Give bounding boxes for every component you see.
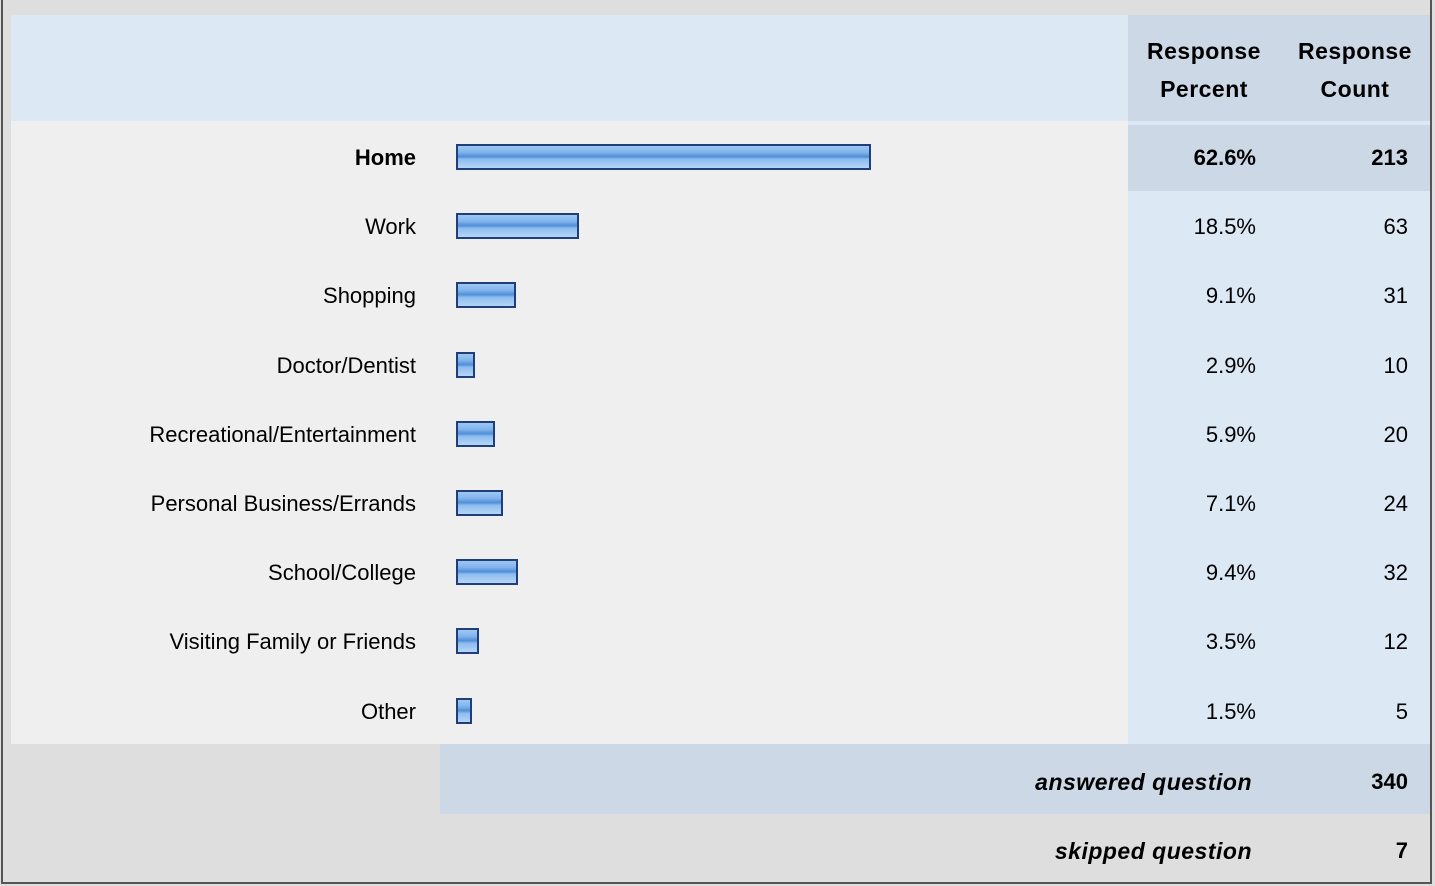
response-percent-value: 3.5% xyxy=(1205,629,1256,655)
bar xyxy=(456,490,504,516)
response-percent-value: 18.5% xyxy=(1193,214,1256,240)
response-count-value: 5 xyxy=(1395,698,1408,724)
response-count-value: 20 xyxy=(1383,421,1408,447)
response-percent-value: 2.9% xyxy=(1205,352,1256,378)
answered-question-label: answered question xyxy=(1035,769,1252,795)
response-count-value: 12 xyxy=(1383,629,1408,655)
highlighted-row-values-band xyxy=(1128,125,1430,191)
bar xyxy=(456,697,472,724)
bar xyxy=(456,559,519,586)
bar xyxy=(456,213,579,240)
response-percent-value: 9.1% xyxy=(1205,283,1256,309)
response-percent-value: 5.9% xyxy=(1205,421,1256,447)
category-label: School/College xyxy=(268,560,416,586)
response-percent-header-line1: Response xyxy=(1147,38,1261,64)
category-label: Recreational/Entertainment xyxy=(149,421,416,447)
skipped-question-label: skipped question xyxy=(1054,838,1252,864)
category-label: Other xyxy=(360,698,416,724)
response-count-value: 10 xyxy=(1383,352,1408,378)
bar xyxy=(456,420,496,447)
response-count-value: 31 xyxy=(1383,283,1408,309)
header-left-band xyxy=(11,15,1128,121)
bar xyxy=(456,351,476,378)
header-right-band: Response Percent Response Count xyxy=(1128,15,1430,121)
response-count-value: 32 xyxy=(1383,560,1408,586)
response-count-header-line1: Response xyxy=(1298,38,1412,64)
category-label: Visiting Family or Friends xyxy=(169,629,416,655)
response-percent-header-line2: Percent xyxy=(1160,76,1248,102)
bar xyxy=(456,628,480,655)
answered-question-band xyxy=(440,744,1430,814)
skipped-question-value: 7 xyxy=(1395,838,1408,863)
category-label: Work xyxy=(365,214,416,240)
response-count-value: 213 xyxy=(1371,145,1408,170)
answered-question-value: 340 xyxy=(1371,769,1408,794)
category-label: Home xyxy=(354,145,416,170)
category-label: Doctor/Dentist xyxy=(276,352,416,378)
bar xyxy=(456,282,517,309)
bar xyxy=(456,144,871,170)
response-percent-value: 7.1% xyxy=(1205,491,1256,516)
response-count-value: 24 xyxy=(1383,491,1408,516)
values-body xyxy=(1128,121,1430,744)
response-count-header-line2: Count xyxy=(1320,76,1390,102)
response-percent-value: 9.4% xyxy=(1205,560,1256,586)
response-percent-value: 62.6% xyxy=(1193,145,1256,170)
category-label: Personal Business/Errands xyxy=(150,491,416,516)
response-count-header: Response Count xyxy=(1280,32,1430,108)
response-percent-value: 1.5% xyxy=(1205,698,1256,724)
response-percent-header: Response Percent xyxy=(1128,32,1280,108)
category-label: Shopping xyxy=(323,283,416,309)
response-count-value: 63 xyxy=(1383,214,1408,240)
